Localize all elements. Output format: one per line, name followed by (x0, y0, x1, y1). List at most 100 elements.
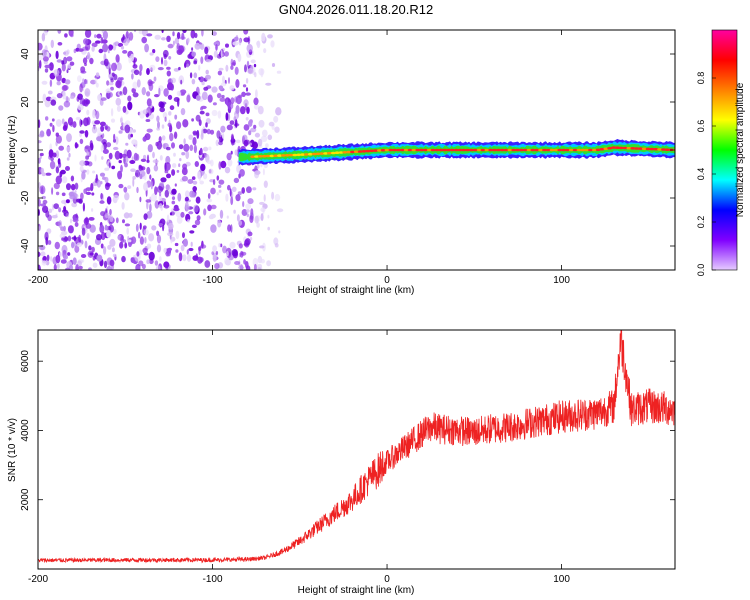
signal-core (538, 148, 543, 152)
noise-blob (100, 231, 106, 241)
noise-blob (148, 251, 155, 261)
noise-blob (38, 226, 41, 232)
snr-xtick-label: -200 (28, 574, 48, 585)
noise-blob (200, 56, 204, 64)
noise-blob (198, 175, 201, 182)
noise-blob (58, 105, 64, 111)
noise-blob (82, 57, 88, 64)
signal-core (653, 147, 659, 151)
noise-blob (203, 146, 209, 152)
noise-blob (203, 208, 207, 216)
spectrogram-xtick-label: -200 (28, 275, 48, 286)
noise-blob (159, 182, 165, 187)
noise-blob (210, 159, 214, 167)
noise-blob (148, 81, 155, 84)
noise-blob (49, 62, 54, 71)
signal-core (649, 147, 655, 151)
noise-blob (76, 242, 83, 248)
noise-blob (132, 92, 139, 98)
noise-blob (138, 260, 144, 267)
noise-blob (245, 261, 249, 269)
noise-blob (261, 32, 266, 42)
noise-blob (80, 254, 87, 258)
signal-core (603, 147, 609, 150)
noise-blob (62, 91, 67, 100)
noise-blob (183, 238, 188, 247)
signal-core (622, 146, 628, 150)
noise-blob (166, 35, 171, 42)
noise-blob (113, 146, 119, 151)
noise-blob (91, 46, 95, 52)
noise-blob (202, 128, 208, 134)
signal-core (484, 148, 490, 152)
noise-blob (82, 259, 85, 263)
noise-blob (169, 212, 173, 216)
noise-blob (229, 85, 235, 91)
noise-blob (216, 192, 219, 196)
noise-blob (186, 94, 191, 103)
noise-blob (44, 68, 49, 73)
noise-blob (88, 267, 92, 270)
noise-blob (60, 259, 67, 264)
signal-core (499, 148, 505, 152)
noise-blob (245, 203, 252, 210)
noise-blob (46, 254, 50, 261)
noise-blob (126, 227, 129, 235)
noise-blob (215, 251, 219, 255)
noise-blob (205, 59, 212, 63)
noise-blob (97, 127, 101, 135)
snr-xtick-label: 0 (384, 574, 390, 585)
signal-core (319, 152, 325, 155)
noise-blob (250, 236, 253, 241)
noise-blob (41, 49, 47, 57)
noise-blob (104, 176, 109, 183)
noise-blob (45, 96, 52, 102)
noise-blob (132, 64, 138, 69)
signal-core (334, 151, 340, 154)
noise-blob (139, 236, 144, 245)
noise-blob (163, 88, 169, 97)
noise-blob (124, 162, 128, 168)
noise-blob (193, 204, 199, 213)
noise-blob (254, 215, 259, 224)
noise-blob (141, 87, 146, 96)
noise-blob (191, 78, 196, 85)
noise-blob (106, 206, 109, 210)
noise-blob (44, 231, 49, 241)
noise-blob (243, 139, 249, 147)
noise-blob (218, 67, 224, 71)
noise-blob (125, 142, 129, 146)
noise-blob (127, 185, 132, 190)
noise-blob (122, 219, 125, 224)
signal-core (434, 148, 440, 152)
noise-blob (58, 220, 62, 228)
noise-blob (178, 144, 184, 150)
noise-blob (243, 259, 247, 265)
noise-blob (204, 260, 211, 268)
noise-blob (39, 130, 45, 137)
noise-blob (55, 166, 60, 174)
noise-blob (181, 152, 186, 156)
noise-blob (86, 169, 90, 175)
noise-blob (187, 179, 194, 184)
noise-blob (45, 172, 52, 176)
noise-blob (49, 79, 53, 87)
noise-blob (44, 99, 51, 108)
signal-core (611, 146, 616, 149)
noise-blob (55, 175, 62, 185)
noise-blob (173, 207, 180, 212)
noise-blob (102, 43, 109, 53)
signal-core (261, 154, 267, 158)
noise-blob (226, 251, 229, 257)
noise-blob (219, 209, 224, 219)
noise-blob (111, 62, 117, 72)
noise-blob (124, 192, 130, 201)
noise-blob (111, 247, 115, 253)
noise-blob (209, 129, 215, 135)
noise-blob (158, 195, 163, 202)
noise-blob (65, 166, 70, 171)
noise-blob (156, 186, 164, 193)
noise-blob (153, 164, 159, 172)
noise-blob (103, 260, 108, 269)
